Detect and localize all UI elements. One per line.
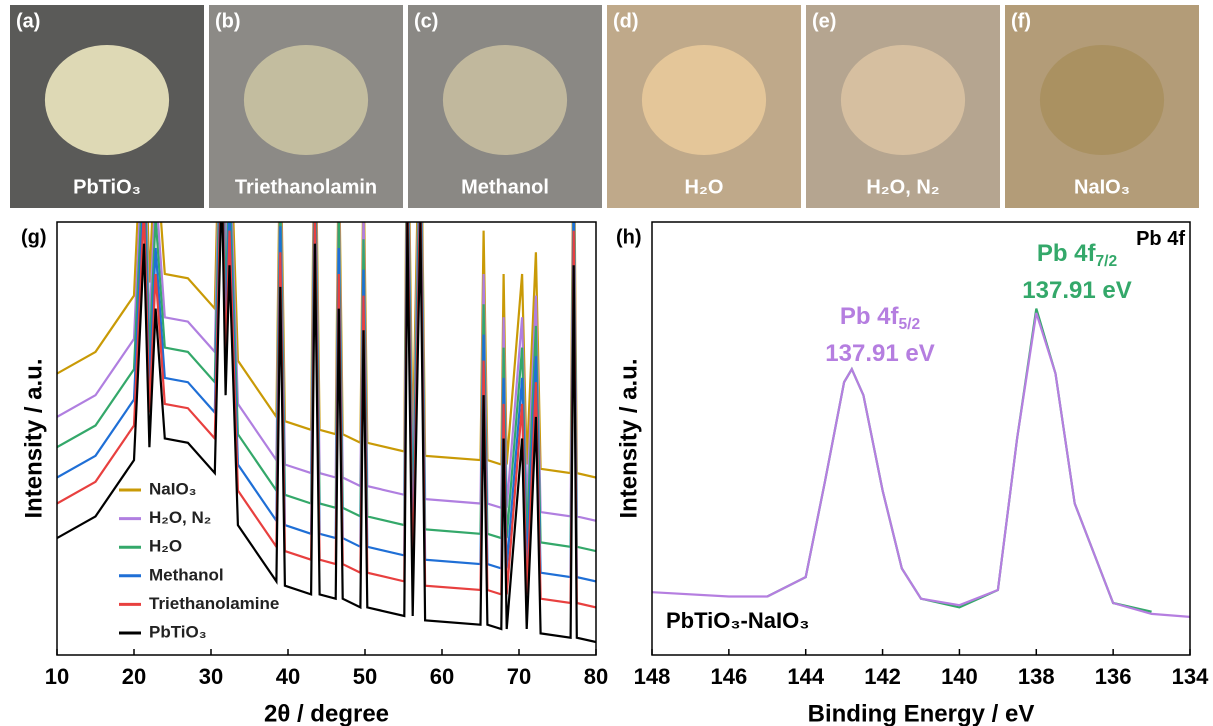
x-tick-label: 20 — [122, 664, 146, 689]
legend-label: H₂O — [149, 537, 182, 556]
annotation: PbTiO₃-NaIO₃ — [666, 608, 809, 633]
x-tick-label: 50 — [353, 664, 377, 689]
x-tick-label: 146 — [710, 664, 747, 689]
panel-label: (h) — [616, 226, 642, 248]
x-axis-label: Binding Energy / eV — [808, 700, 1035, 726]
x-tick-label: 134 — [1172, 664, 1209, 689]
x-tick-label: 70 — [507, 664, 531, 689]
page: (a) PbTiO₃ (b) Triethanolamin (c) Methanol (d)… — [0, 0, 1213, 726]
x-tick-label: 40 — [276, 664, 300, 689]
annotation-subscript: 5/2 — [899, 316, 921, 333]
photo-tag: (f) — [1011, 10, 1031, 32]
x-tick-label: 142 — [864, 664, 901, 689]
annotation: 137.91 eV — [825, 340, 934, 367]
photo-caption: Triethanolamin — [235, 176, 377, 198]
photo-caption: Methanol — [461, 176, 549, 198]
photo-caption: PbTiO₃ — [73, 176, 141, 198]
photo-caption: H₂O, N₂ — [866, 176, 939, 198]
legend-label: Triethanolamine — [149, 594, 279, 613]
photo-caption: H₂O — [685, 176, 724, 198]
x-tick-label: 10 — [45, 664, 69, 689]
powder — [244, 45, 368, 155]
powder — [841, 45, 965, 155]
x-tick-label: 138 — [1018, 664, 1055, 689]
photo-caption: NaIO₃ — [1074, 176, 1130, 198]
legend-label: NaIO₃ — [149, 479, 197, 498]
annotation: Pb 4f5/2 — [840, 303, 921, 333]
photo-tag: (c) — [414, 10, 438, 32]
annotation-text: Pb 4f — [1037, 240, 1097, 267]
legend-label: Methanol — [149, 565, 224, 584]
x-axis-label: 2θ / degree — [264, 700, 389, 726]
powder — [1040, 45, 1164, 155]
x-tick-label: 136 — [1095, 664, 1132, 689]
annotation-text: Pb 4f — [840, 303, 900, 330]
annotation-text: 137.91 eV — [1022, 277, 1131, 304]
photo-tag: (d) — [613, 10, 639, 32]
legend-label: H₂O, N₂ — [149, 508, 211, 527]
photo-tag: (e) — [812, 10, 836, 32]
x-tick-label: 60 — [430, 664, 454, 689]
legend-label: PbTiO₃ — [149, 622, 207, 641]
annotation: Pb 4f — [1136, 228, 1185, 250]
x-tick-label: 144 — [787, 664, 824, 689]
annotation: Pb 4f7/2 — [1037, 240, 1118, 270]
powder — [45, 45, 169, 155]
x-tick-label: 148 — [634, 664, 671, 689]
x-tick-label: 30 — [199, 664, 223, 689]
x-tick-label: 80 — [584, 664, 608, 689]
x-tick-label: 140 — [941, 664, 978, 689]
powder — [642, 45, 766, 155]
annotation-subscript: 7/2 — [1096, 253, 1118, 270]
y-axis-label: Intensity / a.u. — [20, 358, 47, 518]
figure: (a) PbTiO₃ (b) Triethanolamin (c) Methanol (d)… — [0, 0, 1213, 726]
photo-tag: (a) — [16, 10, 40, 32]
annotation-text: 137.91 eV — [825, 340, 934, 367]
annotation-text: PbTiO₃-NaIO₃ — [666, 608, 809, 633]
photo-tag: (b) — [215, 10, 241, 32]
powder — [443, 45, 567, 155]
panel-label: (g) — [21, 226, 47, 248]
annotation: 137.91 eV — [1022, 277, 1131, 304]
annotation-text: Pb 4f — [1136, 228, 1185, 250]
y-axis-label: Intensity / a.u. — [615, 358, 642, 518]
